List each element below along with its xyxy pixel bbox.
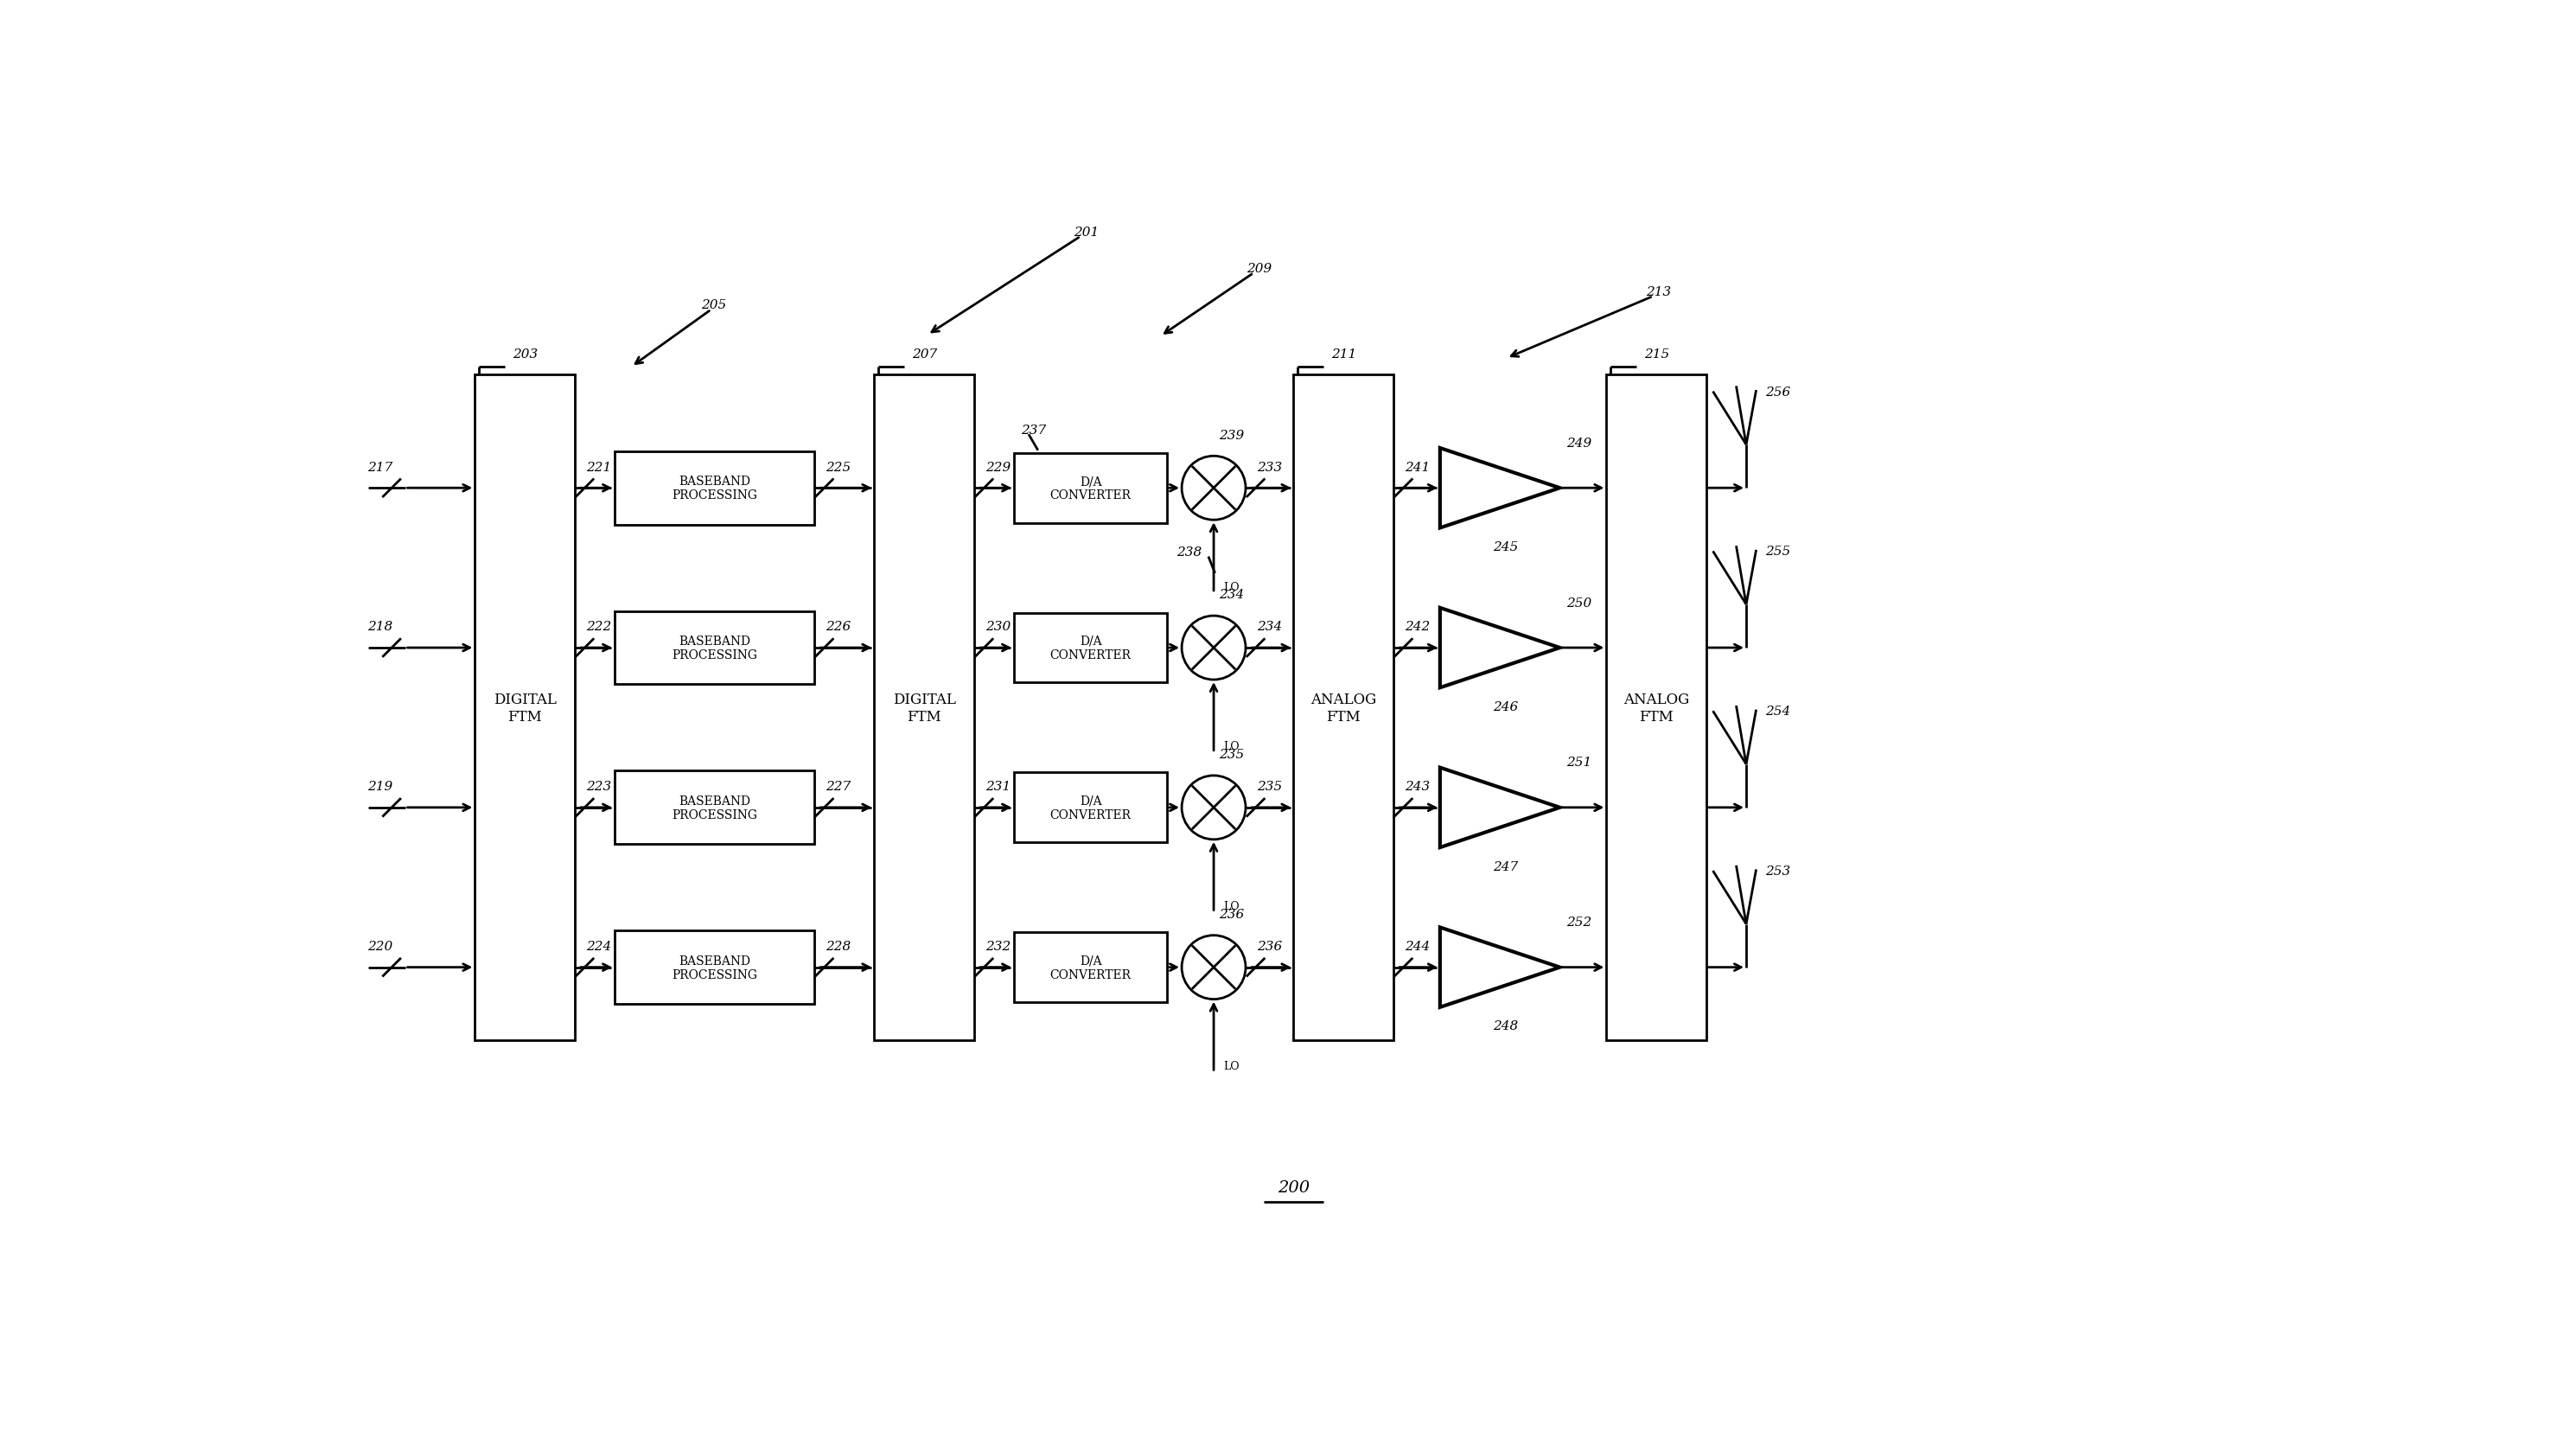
Text: BASEBAND
PROCESSING: BASEBAND PROCESSING (672, 794, 757, 821)
Text: 215: 215 (1643, 348, 1669, 361)
Text: 253: 253 (1765, 864, 1790, 877)
Text: 219: 219 (368, 780, 394, 793)
Text: D/A
CONVERTER: D/A CONVERTER (1051, 475, 1131, 501)
Text: 235: 235 (1257, 780, 1283, 793)
Text: 228: 228 (827, 940, 850, 952)
Text: 244: 244 (1404, 940, 1430, 952)
Text: 252: 252 (1566, 916, 1592, 929)
Circle shape (1182, 776, 1247, 840)
Text: 209: 209 (1247, 263, 1273, 275)
Text: ANALOG
FTM: ANALOG FTM (1311, 693, 1376, 724)
Bar (1015, 933, 1167, 1003)
Text: 218: 218 (368, 621, 394, 633)
Text: 235: 235 (1218, 748, 1244, 761)
Text: 234: 234 (1218, 588, 1244, 601)
Text: 233: 233 (1257, 461, 1283, 474)
Text: 230: 230 (987, 621, 1010, 633)
Text: DIGITAL
FTM: DIGITAL FTM (492, 693, 556, 724)
Text: D/A
CONVERTER: D/A CONVERTER (1051, 794, 1131, 821)
Text: 243: 243 (1404, 780, 1430, 793)
Polygon shape (1440, 768, 1561, 847)
Bar (873, 375, 974, 1040)
Text: 211: 211 (1332, 348, 1358, 361)
Text: 238: 238 (1177, 547, 1203, 558)
Text: 217: 217 (368, 461, 394, 474)
Text: 221: 221 (585, 461, 611, 474)
Bar (1015, 614, 1167, 683)
Text: 237: 237 (1020, 424, 1046, 436)
Bar (616, 932, 814, 1005)
Text: 201: 201 (1074, 226, 1100, 239)
Text: 236: 236 (1257, 940, 1283, 952)
Text: 236: 236 (1218, 909, 1244, 920)
Polygon shape (1440, 608, 1561, 688)
Text: 232: 232 (987, 940, 1010, 952)
Text: DIGITAL
FTM: DIGITAL FTM (894, 693, 956, 724)
Bar (616, 771, 814, 844)
Text: LO: LO (1224, 1060, 1239, 1072)
Text: 234: 234 (1257, 621, 1283, 633)
Text: 248: 248 (1494, 1020, 1517, 1032)
Text: 224: 224 (585, 940, 611, 952)
Text: 203: 203 (513, 348, 538, 361)
Text: BASEBAND
PROCESSING: BASEBAND PROCESSING (672, 635, 757, 661)
Text: ANALOG
FTM: ANALOG FTM (1623, 693, 1690, 724)
Text: 241: 241 (1404, 461, 1430, 474)
Polygon shape (1440, 448, 1561, 528)
Bar (1015, 773, 1167, 843)
Text: LO: LO (1224, 741, 1239, 753)
Text: 250: 250 (1566, 597, 1592, 610)
Bar (1015, 454, 1167, 524)
Bar (474, 375, 574, 1040)
Text: 242: 242 (1404, 621, 1430, 633)
Text: 251: 251 (1566, 757, 1592, 768)
Circle shape (1182, 456, 1247, 521)
Text: LO: LO (1224, 900, 1239, 912)
Text: 256: 256 (1765, 386, 1790, 398)
Polygon shape (1440, 927, 1561, 1007)
Circle shape (1182, 617, 1247, 680)
Bar (616, 611, 814, 684)
Text: 239: 239 (1218, 429, 1244, 441)
Text: 227: 227 (827, 780, 850, 793)
Bar (1293, 375, 1394, 1040)
Text: 246: 246 (1494, 701, 1517, 713)
Text: 200: 200 (1278, 1179, 1309, 1195)
Text: 207: 207 (912, 348, 938, 361)
Text: 231: 231 (987, 780, 1010, 793)
Text: 255: 255 (1765, 545, 1790, 558)
Text: LO: LO (1224, 581, 1239, 592)
Text: 226: 226 (827, 621, 850, 633)
Text: 249: 249 (1566, 436, 1592, 449)
Bar (1607, 375, 1705, 1040)
Text: 247: 247 (1494, 860, 1517, 873)
Bar (616, 452, 814, 525)
Text: 225: 225 (827, 461, 850, 474)
Text: D/A
CONVERTER: D/A CONVERTER (1051, 635, 1131, 661)
Text: 223: 223 (585, 780, 611, 793)
Text: 245: 245 (1494, 541, 1517, 552)
Text: 254: 254 (1765, 705, 1790, 717)
Circle shape (1182, 936, 1247, 999)
Text: BASEBAND
PROCESSING: BASEBAND PROCESSING (672, 954, 757, 980)
Text: D/A
CONVERTER: D/A CONVERTER (1051, 954, 1131, 980)
Text: 229: 229 (987, 461, 1010, 474)
Text: 222: 222 (585, 621, 611, 633)
Text: 220: 220 (368, 940, 394, 952)
Text: BASEBAND
PROCESSING: BASEBAND PROCESSING (672, 475, 757, 501)
Text: 213: 213 (1646, 286, 1672, 298)
Text: 205: 205 (701, 299, 726, 312)
